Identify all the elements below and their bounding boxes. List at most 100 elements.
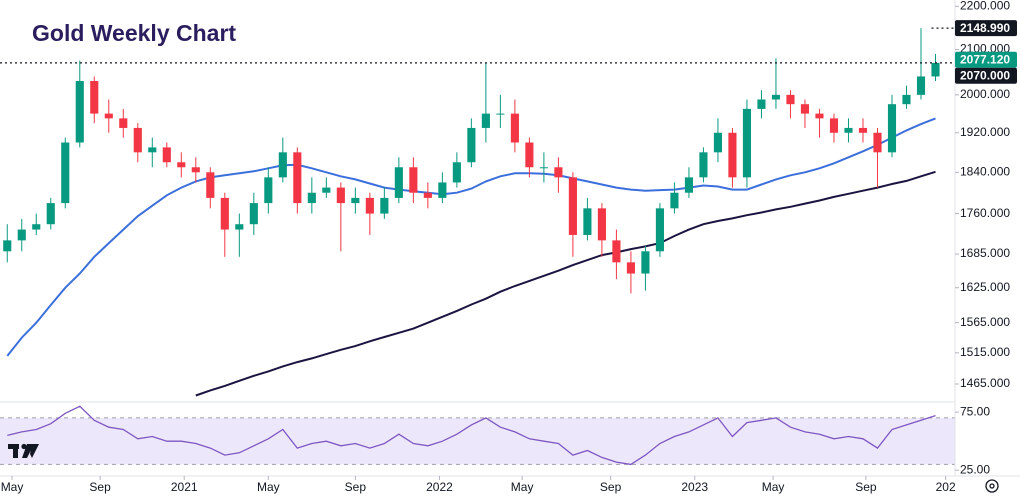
candle-body (771, 94, 781, 100)
candle-body (481, 113, 490, 128)
candle-body (438, 182, 447, 198)
candle-body (800, 104, 810, 114)
candle-body (568, 177, 577, 235)
candle-body (452, 162, 461, 183)
x-tick-label: May (511, 480, 534, 494)
candle-body (655, 208, 664, 252)
tradingview-logo (8, 443, 39, 458)
x-tick-label: 202 (936, 480, 956, 494)
candle-body (104, 113, 113, 119)
candle-body (394, 167, 403, 198)
candle-body (931, 62, 940, 77)
candle-body (3, 240, 12, 252)
y-tick-label: 1465.000 (960, 376, 1010, 390)
x-tick-label: 2023 (681, 480, 708, 494)
y-tick-label: 1920.000 (960, 125, 1010, 139)
x-tick-label: Sep (345, 480, 367, 494)
y-tick-label: 1515.000 (960, 345, 1010, 359)
candle-body (670, 192, 679, 209)
price-label: 2070.000 (960, 68, 1010, 82)
candle-body (641, 251, 650, 274)
y-tick-label: 2000.000 (960, 87, 1010, 101)
candle-body (757, 99, 766, 109)
y-tick-label: 1685.000 (960, 246, 1010, 260)
candle-body (351, 197, 360, 204)
candle-body (409, 167, 418, 193)
price-label-box (955, 67, 1017, 84)
candle-body (539, 167, 548, 169)
candle-body (249, 203, 258, 225)
candle-body (423, 192, 432, 198)
x-tick-label: May (257, 480, 280, 494)
candle-body (844, 127, 853, 133)
rsi-tick-label: 25.00 (960, 462, 990, 476)
candle-body (307, 192, 316, 204)
candle-body (191, 167, 200, 173)
candle-body (293, 152, 302, 204)
candle-body (322, 187, 331, 193)
y-tick-label: 1840.000 (960, 164, 1010, 178)
x-tick-label: Sep (855, 480, 877, 494)
candle-body (916, 76, 926, 95)
candle-body (46, 203, 55, 225)
candle-body (815, 113, 824, 119)
candle-body (525, 142, 534, 168)
candle-body (336, 187, 345, 204)
candle-body (742, 108, 752, 178)
candle-body (612, 240, 621, 263)
candle-body (467, 127, 476, 163)
x-tick-label: 2022 (426, 480, 453, 494)
price-labels: 2148.990 2077.120 2070.000 (0, 20, 1017, 84)
candle-body (380, 197, 389, 214)
candle-body (829, 118, 839, 133)
candle-body (597, 208, 606, 241)
settings-button[interactable] (985, 479, 999, 493)
candle-body (728, 132, 737, 178)
candle-body (365, 197, 374, 214)
candle-body (235, 224, 244, 230)
candle-body (510, 113, 519, 143)
x-tick-label: May (762, 480, 785, 494)
axes: 2200.0002100.0002000.0001920.0001840.000… (1, 0, 1011, 494)
price-label-box (955, 51, 1017, 68)
candle-body (699, 152, 708, 178)
candle-body (626, 262, 635, 274)
candle-body (858, 127, 868, 133)
candle-body (206, 172, 215, 198)
price-panel (3, 28, 940, 397)
candle-body (177, 162, 186, 168)
x-tick-label: 2021 (171, 480, 198, 494)
candle-body (887, 104, 897, 153)
y-tick-label: 1565.000 (960, 315, 1010, 329)
candle-body (148, 147, 157, 153)
candle-body (17, 229, 26, 241)
candle-body (902, 94, 911, 105)
candle-body (583, 208, 592, 235)
price-label: 2148.990 (960, 21, 1010, 35)
candle-body (713, 132, 722, 153)
candle-body (162, 147, 171, 163)
y-tick-label: 1625.000 (960, 280, 1010, 294)
rsi-line (7, 405, 936, 466)
price-label: 2077.120 (960, 52, 1010, 66)
x-tick-label: Sep (89, 480, 111, 494)
chart-title: Gold Weekly Chart (32, 20, 236, 46)
candle-body (684, 177, 693, 193)
rsi-band (0, 417, 955, 465)
candle-body (278, 152, 287, 178)
candle-body (786, 94, 795, 105)
candle-body (75, 81, 84, 143)
candle-body (133, 127, 142, 153)
y-tick-label: 2200.000 (960, 0, 1010, 12)
candle-body (90, 81, 99, 114)
candle-body (496, 113, 505, 115)
price-label-box (955, 20, 1017, 37)
rsi-panel (0, 405, 955, 466)
x-tick-label: May (1, 480, 24, 494)
candle-body (61, 142, 70, 204)
candle-body (220, 197, 229, 230)
candle-body (264, 177, 273, 204)
rsi-tick-label: 75.00 (960, 404, 990, 418)
